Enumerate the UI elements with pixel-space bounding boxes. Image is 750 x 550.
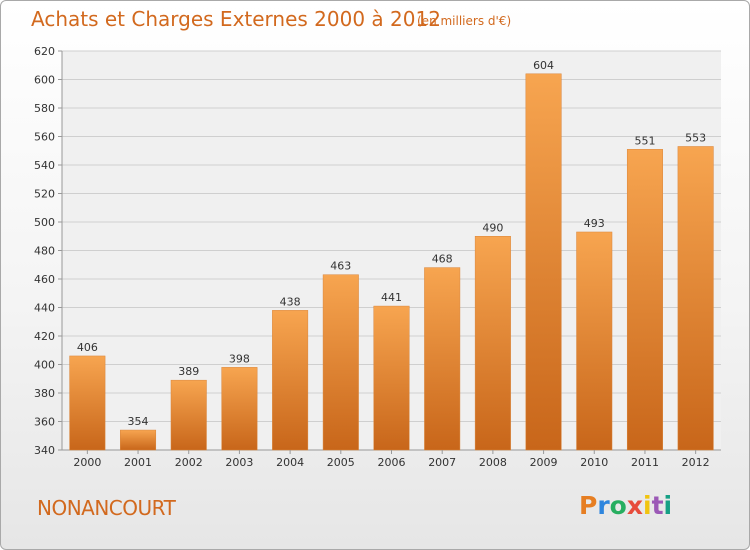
y-tick-label: 540 <box>34 159 55 172</box>
x-tick-label: 2010 <box>580 456 608 469</box>
y-tick-label: 460 <box>34 273 55 286</box>
bar-2007 <box>424 267 461 451</box>
logo-letter: i <box>643 491 652 520</box>
bar-2006 <box>373 305 410 451</box>
chart-title: Achats et Charges Externes 2000 à 2012 <box>31 7 441 31</box>
bar-2002 <box>170 379 207 451</box>
y-tick-label: 620 <box>34 45 55 58</box>
x-tick-label: 2001 <box>124 456 152 469</box>
y-tick-label: 440 <box>34 302 55 315</box>
bar-2001 <box>120 429 157 451</box>
y-tick-label: 560 <box>34 131 55 144</box>
y-tick-label: 380 <box>34 387 55 400</box>
data-label: 398 <box>229 352 250 365</box>
bar-2004 <box>272 310 309 451</box>
x-tick-label: 2012 <box>682 456 710 469</box>
data-label: 493 <box>584 217 605 230</box>
data-label: 553 <box>685 131 706 144</box>
logo-letter: t <box>651 491 664 520</box>
bar-2012 <box>677 146 714 451</box>
y-tick-label: 340 <box>34 444 55 457</box>
y-tick-label: 400 <box>34 359 55 372</box>
logo-letter: x <box>626 491 643 520</box>
y-tick-label: 360 <box>34 416 55 429</box>
data-label: 490 <box>482 221 503 234</box>
data-label: 406 <box>77 341 98 354</box>
bar-2005 <box>322 274 359 451</box>
x-tick-label: 2007 <box>428 456 456 469</box>
bar-2011 <box>626 149 663 451</box>
data-label: 438 <box>280 295 301 308</box>
logo-letter: i <box>663 491 673 520</box>
y-tick-label: 600 <box>34 74 55 87</box>
logo-letter: P <box>579 491 598 520</box>
data-label: 468 <box>432 253 453 266</box>
data-label: 604 <box>533 59 554 72</box>
proxiti-logo[interactable]: Proxiti <box>579 491 691 525</box>
y-tick-label: 420 <box>34 330 55 343</box>
x-tick-label: 2004 <box>276 456 304 469</box>
bar-2008 <box>474 236 511 451</box>
y-tick-label: 480 <box>34 245 55 258</box>
bar-2009 <box>525 73 562 451</box>
y-tick-label: 520 <box>34 188 55 201</box>
data-label: 551 <box>634 134 655 147</box>
data-label: 463 <box>330 260 351 273</box>
x-tick-label: 2006 <box>378 456 406 469</box>
data-label: 441 <box>381 291 402 304</box>
bar-2000 <box>69 355 106 451</box>
y-tick-label: 500 <box>34 216 55 229</box>
logo-letter: r <box>597 491 610 520</box>
logo-letter: o <box>609 491 627 520</box>
x-tick-label: 2000 <box>73 456 101 469</box>
x-tick-label: 2005 <box>327 456 355 469</box>
y-tick-label: 580 <box>34 102 55 115</box>
data-label: 389 <box>178 365 199 378</box>
town-name: NONANCOURT <box>37 496 176 520</box>
x-tick-label: 2011 <box>631 456 659 469</box>
data-label: 354 <box>128 415 149 428</box>
bar-2003 <box>221 367 258 451</box>
x-tick-label: 2009 <box>530 456 558 469</box>
x-tick-label: 2002 <box>175 456 203 469</box>
chart-subtitle: (en milliers d'€) <box>417 14 512 28</box>
bar-2010 <box>576 231 613 451</box>
x-tick-label: 2008 <box>479 456 507 469</box>
x-tick-label: 2003 <box>225 456 253 469</box>
